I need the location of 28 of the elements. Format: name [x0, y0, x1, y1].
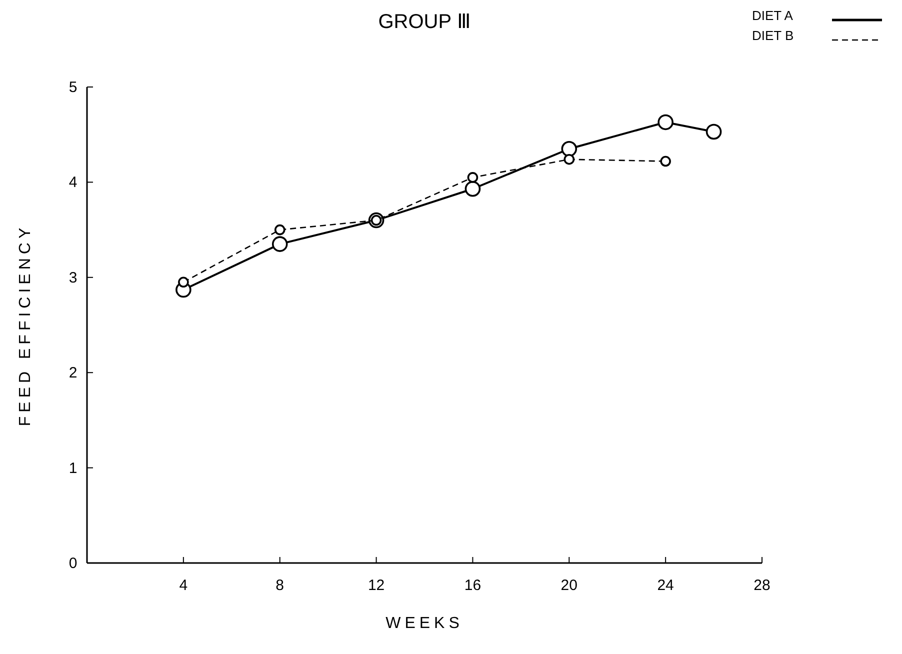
chart-title: GROUP Ⅲ	[378, 11, 471, 33]
point	[561, 140, 578, 157]
point	[464, 180, 481, 197]
point	[272, 236, 288, 252]
y-tick-label: 4	[68, 174, 78, 192]
y-tick-label: 2	[68, 364, 78, 382]
point	[564, 154, 575, 165]
point	[178, 276, 189, 288]
text: DIET B	[752, 28, 794, 43]
point	[660, 156, 671, 167]
x-tick-label: 24	[657, 577, 674, 594]
point	[706, 124, 722, 140]
y-tick-label: 1	[68, 460, 78, 477]
point	[658, 114, 674, 130]
point	[274, 224, 286, 236]
x-tick-label: 28	[754, 577, 770, 594]
y-tick-label: 0	[68, 555, 78, 572]
y-axis-title: FEED EFFICIENCY	[17, 224, 34, 426]
x-tick-label: 16	[464, 577, 482, 594]
x-tick-label: 20	[560, 577, 578, 594]
x-tick-label: 8	[276, 577, 284, 594]
point	[467, 172, 478, 183]
x-tick-label: 4	[179, 577, 188, 594]
x-tick-label: 12	[368, 577, 385, 594]
y-tick-label: 3	[68, 269, 78, 286]
text: DIET A	[752, 8, 794, 23]
x-axis-title: WEEKS	[386, 615, 464, 632]
y-tick-label: 5	[68, 79, 78, 96]
